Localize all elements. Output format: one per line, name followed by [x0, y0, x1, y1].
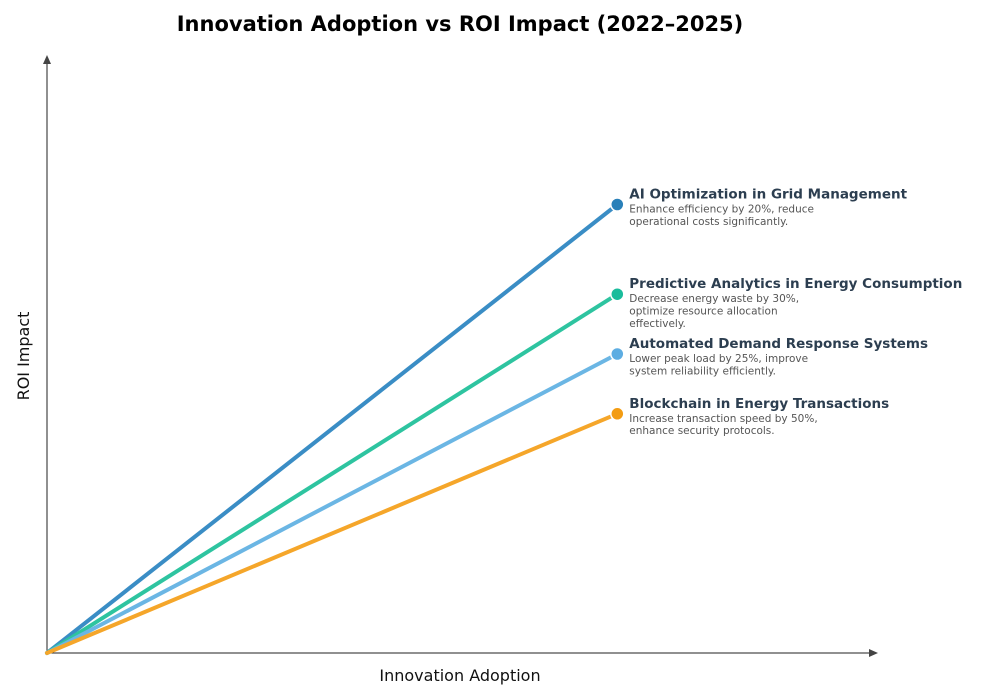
series-description: Lower peak load by 25%, improve — [629, 353, 808, 365]
series-line — [45, 292, 620, 655]
series-line — [45, 202, 620, 655]
series-label: Blockchain in Energy Transactions — [629, 396, 889, 412]
series-description: effectively. — [629, 318, 686, 330]
series-label: Automated Demand Response Systems — [629, 336, 928, 352]
series-label: AI Optimization in Grid Management — [629, 187, 907, 203]
series-endpoint-marker — [610, 286, 625, 302]
chart-title: Innovation Adoption vs ROI Impact (2022–… — [177, 12, 744, 36]
series-line — [45, 352, 620, 655]
series-label: Predictive Analytics in Energy Consumpti… — [629, 276, 962, 292]
y-axis-arrow-icon — [43, 55, 51, 64]
series-description: operational costs significantly. — [629, 216, 788, 228]
series-endpoint-marker — [610, 197, 625, 212]
series-description: Increase transaction speed by 50%, — [629, 413, 817, 425]
series-description: system reliability efficiently. — [629, 365, 776, 377]
y-axis-label: ROI Impact — [14, 312, 33, 401]
series-endpoint-marker — [610, 406, 625, 422]
series-line — [45, 411, 620, 655]
series-description: optimize resource allocation — [629, 306, 777, 318]
series-description: Enhance efficiency by 20%, reduce — [629, 204, 814, 216]
x-axis-label: Innovation Adoption — [379, 666, 540, 685]
series-description: Decrease energy waste by 30%, — [629, 293, 799, 305]
series-description: enhance security protocols. — [629, 425, 774, 437]
x-axis-arrow-icon — [869, 649, 878, 657]
series-endpoint-marker — [610, 346, 625, 362]
